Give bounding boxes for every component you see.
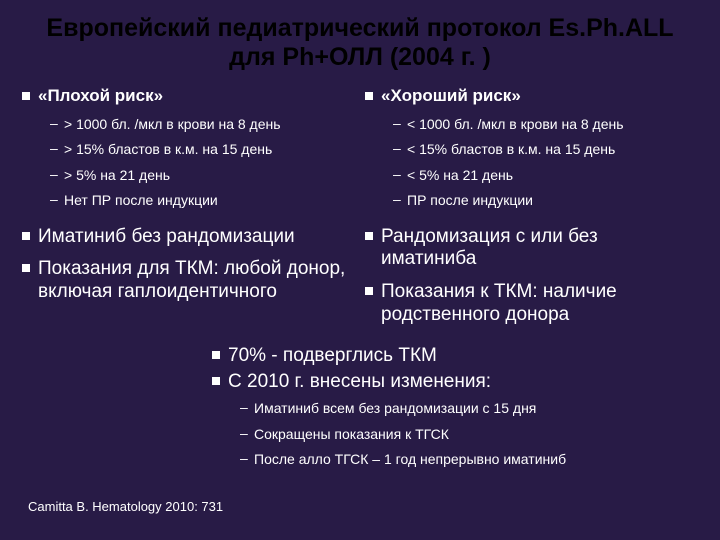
good-risk-column: «Хороший риск» < 1000 бл. /мкл в крови н… (365, 86, 698, 224)
footer-sublist: Иматиниб всем без рандомизации с 15 дня … (212, 396, 698, 473)
bullet-square-icon (22, 92, 30, 100)
bullet-square-icon (365, 92, 373, 100)
good-risk-item: < 1000 бл. /мкл в крови на 8 день (393, 112, 698, 138)
bullet-square-icon (212, 377, 220, 385)
footer-item-text: С 2010 г. внесены изменения: (228, 371, 698, 394)
bullet-square-icon (365, 287, 373, 295)
slide-title: Европейский педиатрический протокол Es.P… (22, 14, 698, 72)
good-risk-main: Рандомизация с или без иматиниба Показан… (365, 226, 698, 337)
main-item-text: Рандомизация с или без иматиниба (381, 226, 698, 272)
main-item: Показания для ТКМ: любой донор, включая … (22, 258, 355, 304)
main-item: Иматиниб без рандомизации (22, 226, 355, 249)
citation-text: Camitta B. Hematology 2010: 731 (28, 499, 223, 514)
footer-sub-item: Сокращены показания к ТГСК (240, 422, 698, 448)
main-item-text: Иматиниб без рандомизации (38, 226, 355, 249)
good-risk-item: < 15% бластов в к.м. на 15 день (393, 137, 698, 163)
good-risk-heading: «Хороший риск» (365, 86, 698, 106)
bad-risk-item: > 1000 бл. /мкл в крови на 8 день (50, 112, 355, 138)
footer-item: 70% - подверглись ТКМ (212, 345, 698, 368)
main-columns: Иматиниб без рандомизации Показания для … (22, 226, 698, 337)
bullet-square-icon (22, 264, 30, 272)
bad-risk-heading: «Плохой риск» (22, 86, 355, 106)
criteria-columns: «Плохой риск» > 1000 бл. /мкл в крови на… (22, 86, 698, 224)
bad-risk-item: Нет ПР после индукции (50, 188, 355, 214)
bad-risk-item: > 15% бластов в к.м. на 15 день (50, 137, 355, 163)
footer-block: 70% - подверглись ТКМ С 2010 г. внесены … (22, 343, 698, 473)
bad-risk-item: > 5% на 21 день (50, 163, 355, 189)
slide: Европейский педиатрический протокол Es.P… (0, 0, 720, 540)
footer-sub-item: Иматиниб всем без рандомизации с 15 дня (240, 396, 698, 422)
bad-risk-heading-text: «Плохой риск» (38, 86, 163, 106)
good-risk-list: < 1000 бл. /мкл в крови на 8 день < 15% … (365, 112, 698, 214)
bullet-square-icon (212, 351, 220, 359)
main-item: Рандомизация с или без иматиниба (365, 226, 698, 272)
footer-item-text: 70% - подверглись ТКМ (228, 345, 698, 368)
bullet-square-icon (22, 232, 30, 240)
main-item: Показания к ТКМ: наличие родственного до… (365, 281, 698, 327)
good-risk-item: ПР после индукции (393, 188, 698, 214)
bullet-square-icon (365, 232, 373, 240)
good-risk-item: < 5% на 21 день (393, 163, 698, 189)
footer-sub-item: После алло ТГСК – 1 год непрерывно имати… (240, 447, 698, 473)
bad-risk-column: «Плохой риск» > 1000 бл. /мкл в крови на… (22, 86, 355, 224)
bad-risk-list: > 1000 бл. /мкл в крови на 8 день > 15% … (22, 112, 355, 214)
bad-risk-main: Иматиниб без рандомизации Показания для … (22, 226, 355, 337)
main-item-text: Показания для ТКМ: любой донор, включая … (38, 258, 355, 304)
good-risk-heading-text: «Хороший риск» (381, 86, 521, 106)
footer-item: С 2010 г. внесены изменения: (212, 371, 698, 394)
main-item-text: Показания к ТКМ: наличие родственного до… (381, 281, 698, 327)
